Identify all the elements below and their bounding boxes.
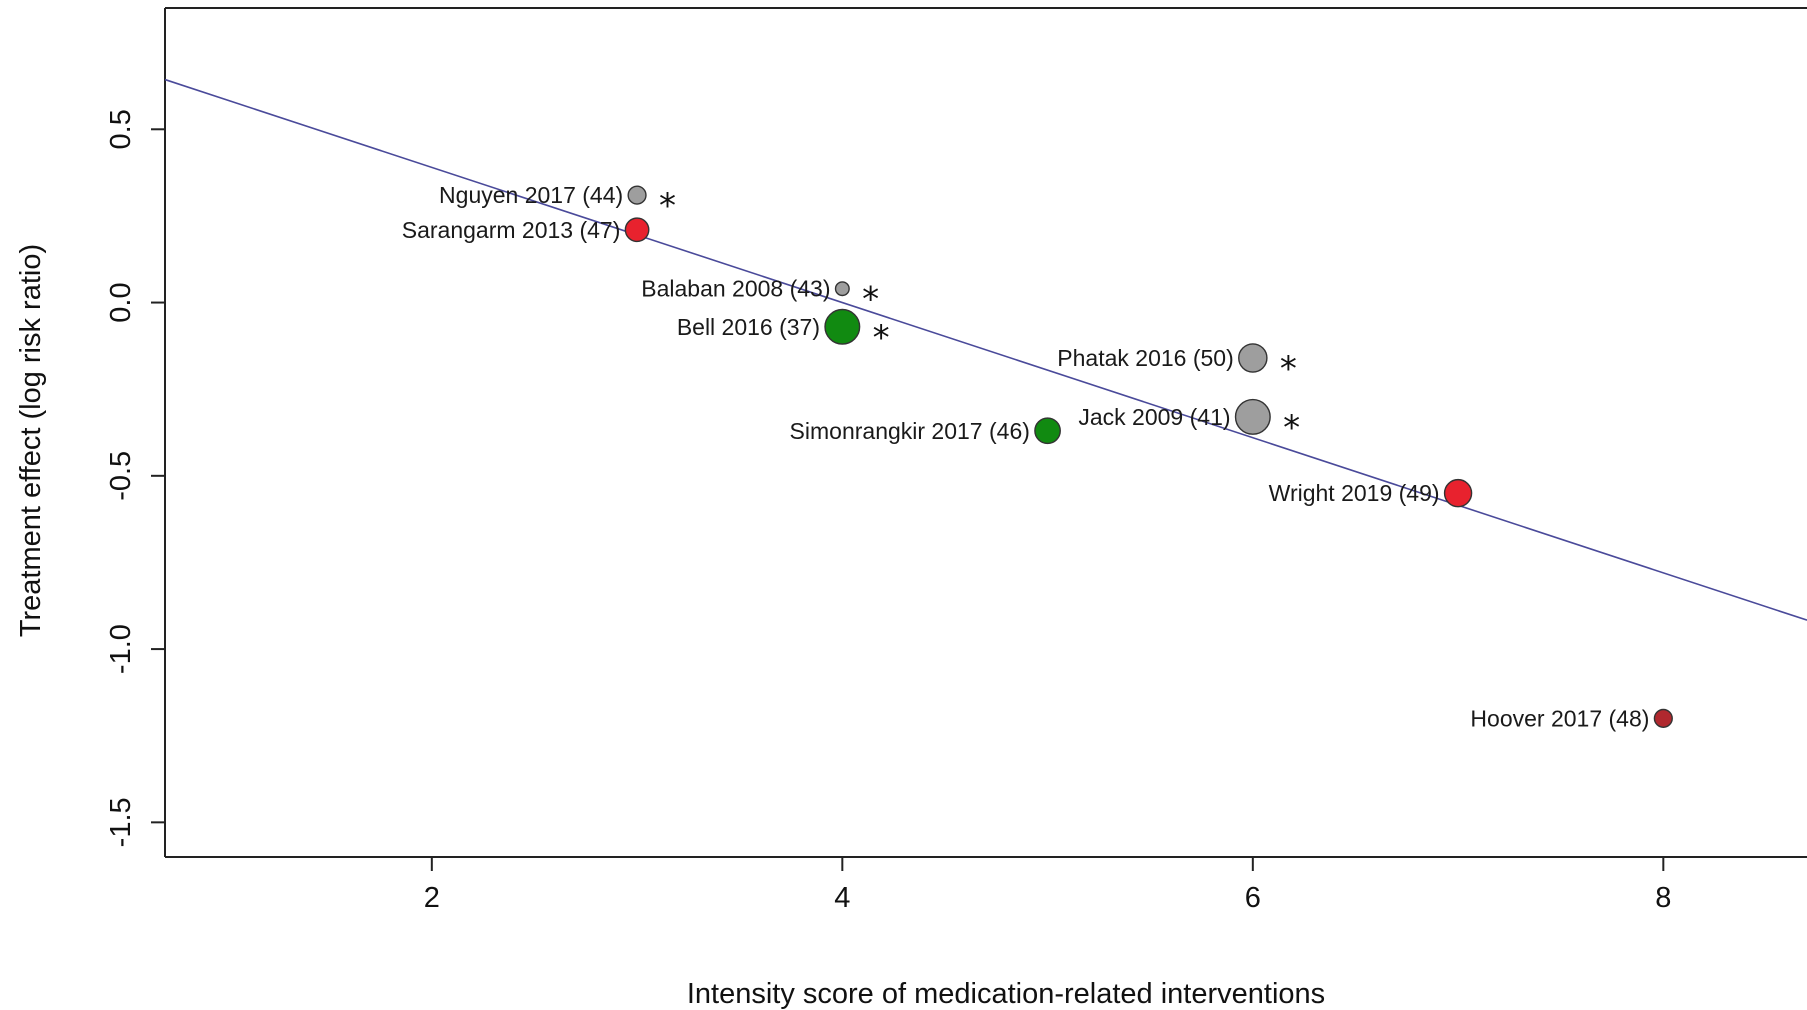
study-label: Balaban 2008 (43)	[641, 276, 830, 302]
significance-star: *	[873, 318, 890, 358]
x-axis-label: Intensity score of medication-related in…	[687, 978, 1325, 1010]
study-label: Phatak 2016 (50)	[1057, 345, 1233, 371]
significance-star: *	[659, 186, 676, 226]
study-label: Jack 2009 (41)	[1078, 404, 1230, 430]
x-tick-label: 8	[1655, 882, 1671, 914]
study-label: Sarangarm 2013 (47)	[402, 217, 621, 243]
regression-line-group	[164, 78, 1807, 621]
study-label: Simonrangkir 2017 (46)	[790, 418, 1030, 444]
study-point	[624, 217, 650, 243]
significance-star: *	[1283, 408, 1300, 448]
significance-star: *	[1280, 349, 1297, 389]
study-point	[627, 185, 647, 205]
y-tick-label: -0.5	[105, 451, 137, 501]
study-label: Hoover 2017 (48)	[1470, 705, 1649, 731]
study-label: Bell 2016 (37)	[677, 314, 820, 340]
study-point	[1238, 343, 1268, 373]
x-tick-label: 6	[1245, 882, 1261, 914]
points-group: Nguyen 2017 (44) * Sarangarm 2013 (47) Bala…	[402, 182, 1673, 731]
study-point	[824, 308, 861, 345]
regression-line	[164, 78, 1807, 621]
y-tick-label: 0.5	[105, 109, 137, 149]
y-axis-label: Treatment effect (log risk ratio)	[15, 244, 47, 637]
study-point	[834, 281, 850, 297]
x-tick-label: 4	[834, 882, 850, 914]
study-point	[1443, 478, 1473, 508]
y-tick-label: -1.5	[105, 797, 137, 847]
study-label: Wright 2019 (49)	[1269, 480, 1440, 506]
study-point	[1234, 398, 1271, 435]
x-tick-label: 2	[424, 882, 440, 914]
y-tick-label: 0.0	[105, 282, 137, 322]
y-tick-label: -1.0	[105, 624, 137, 674]
study-point	[1653, 708, 1673, 728]
axes: 2 4 6 8 -1.5 -1.0 -0.5 0.0 0.5	[105, 7, 1807, 914]
study-label: Nguyen 2017 (44)	[439, 182, 623, 208]
significance-star: *	[862, 280, 879, 320]
study-point	[1034, 417, 1061, 445]
